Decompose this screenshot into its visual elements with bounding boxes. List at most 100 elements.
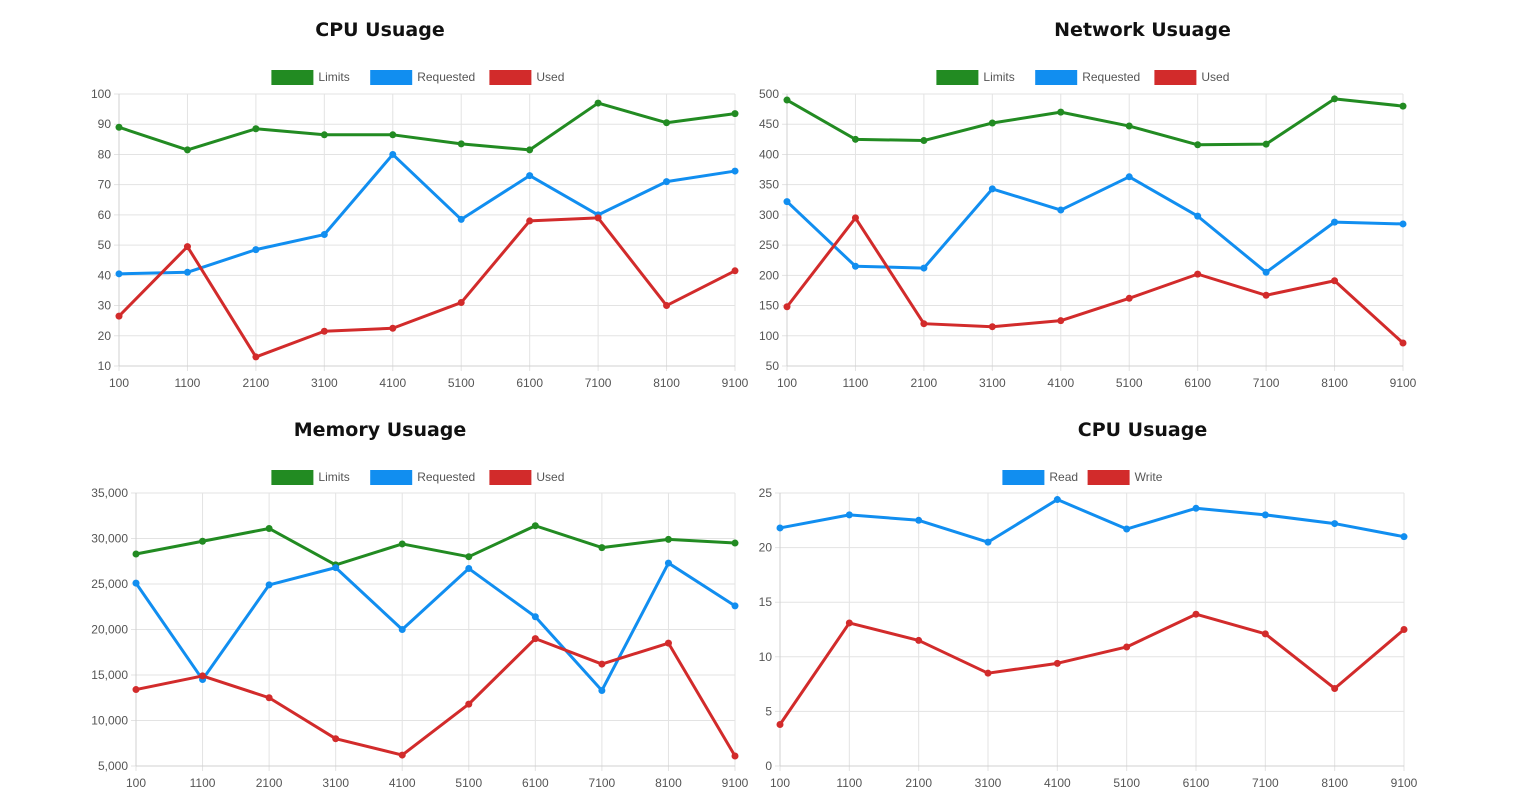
legend-label: Used (536, 70, 564, 84)
data-point (465, 565, 473, 573)
data-point (915, 516, 923, 524)
grid (114, 93, 736, 371)
x-tick-label: 3100 (322, 776, 349, 790)
data-point (526, 172, 534, 180)
y-tick-label: 80 (98, 147, 112, 161)
legend-swatch (370, 470, 413, 485)
legend-swatch (1002, 470, 1045, 485)
y-tick-label: 50 (766, 359, 780, 373)
y-tick-label: 70 (98, 178, 112, 192)
data-point (1399, 339, 1407, 347)
x-tick-label: 1100 (836, 776, 862, 790)
x-tick-label: 2100 (243, 376, 270, 390)
x-tick-label: 1100 (175, 376, 201, 390)
legend-label: Requested (1082, 70, 1140, 84)
legend: Read Write (1002, 470, 1163, 485)
data-point (776, 721, 784, 729)
x-tick-label: 2100 (905, 776, 932, 790)
grid (131, 492, 736, 771)
chart-title: Memory Usuage (293, 419, 467, 441)
y-tick-label: 450 (759, 117, 779, 131)
data-point (920, 137, 928, 145)
y-tick-label: 200 (759, 268, 779, 282)
series-line (779, 498, 1405, 544)
x-tick-label: 3100 (979, 376, 1006, 390)
series-line (134, 561, 736, 692)
series-line (778, 612, 1405, 726)
series-line (118, 101, 736, 152)
x-tick-label: 1100 (843, 376, 869, 390)
data-point (1262, 140, 1270, 148)
y-tick-label: 5 (765, 704, 772, 718)
y-tick-label: 10,000 (91, 714, 128, 728)
y-tick-label: 15 (759, 595, 773, 609)
y-tick-label: 10 (759, 650, 773, 664)
x-tick-label: 8100 (1321, 376, 1348, 390)
legend-swatch (489, 470, 532, 485)
data-point (320, 131, 328, 139)
x-tick-label: 100 (777, 376, 797, 390)
y-tick-label: 25 (759, 486, 773, 500)
legend-swatch (271, 470, 314, 485)
legend-label: Limits (318, 470, 349, 484)
legend: Limits Requested Used (271, 470, 564, 485)
data-point (1125, 294, 1133, 302)
y-tick-label: 100 (91, 87, 111, 101)
grid (775, 492, 1405, 771)
data-point (851, 135, 859, 143)
x-tick-label: 1100 (190, 776, 216, 790)
x-tick-label: 2100 (911, 376, 938, 390)
data-point (183, 268, 191, 276)
x-tick-label: 7100 (589, 776, 616, 790)
data-point (132, 550, 140, 558)
legend-swatch (1035, 70, 1078, 85)
data-point (845, 619, 853, 627)
data-point (199, 672, 207, 680)
y-tick-label: 150 (759, 299, 779, 313)
data-point (398, 626, 406, 633)
x-tick-label: 5100 (1116, 376, 1143, 390)
data-point (398, 540, 406, 548)
data-point (783, 303, 791, 311)
data-point (115, 123, 123, 131)
data-point (389, 324, 397, 332)
data-point (1057, 108, 1065, 116)
chart-title: CPU Usuage (315, 19, 445, 41)
x-tick-label: 3100 (311, 376, 338, 390)
data-point (1261, 511, 1269, 519)
data-point (663, 302, 671, 310)
chart-title: Network Usuage (1054, 19, 1231, 41)
series-line (135, 637, 737, 757)
x-tick-label: 100 (126, 776, 146, 790)
x-tick-label: 7100 (585, 376, 612, 390)
data-point (1331, 520, 1339, 528)
data-point (526, 146, 534, 154)
data-point (1057, 206, 1065, 214)
legend-label: Limits (318, 70, 349, 84)
memory-usage-chart: Memory Usuage 5,000 10,000 15,000 20,000 25,… (0, 400, 760, 801)
data-point (731, 539, 739, 547)
data-point (988, 323, 996, 331)
x-tick-label: 9100 (722, 376, 749, 390)
data-point (1053, 659, 1061, 667)
cpu-read-write-chart: CPU Usuage 0 5 10 15 20 25 100 1100 2100 3100 4100… (759, 400, 1525, 801)
y-tick-label: 300 (759, 208, 779, 222)
data-point (132, 579, 140, 587)
x-tick-label: 6100 (1184, 376, 1211, 390)
data-point (1331, 277, 1339, 285)
data-point (663, 119, 671, 127)
legend-swatch (271, 70, 314, 85)
chart-svg: 5,000 10,000 15,000 20,000 25,000 30,000 35,00… (91, 470, 749, 790)
chart-svg: 10 20 30 40 50 60 70 80 90 100 100 1100 2100 3100 4100… (91, 70, 749, 390)
data-point (531, 613, 539, 621)
data-point (845, 511, 853, 519)
data-point (1400, 533, 1408, 541)
data-point (776, 524, 784, 532)
x-tick-label: 8100 (1321, 776, 1348, 790)
x-tick-label: 5100 (448, 376, 475, 390)
chart-svg: 0 5 10 15 20 25 100 1100 2100 3100 4100 5100 6100 710… (759, 470, 1418, 790)
series-line (135, 524, 736, 567)
y-tick-label: 0 (765, 759, 772, 773)
y-tick-label: 20 (759, 541, 773, 555)
legend-label: Read (1049, 470, 1078, 484)
